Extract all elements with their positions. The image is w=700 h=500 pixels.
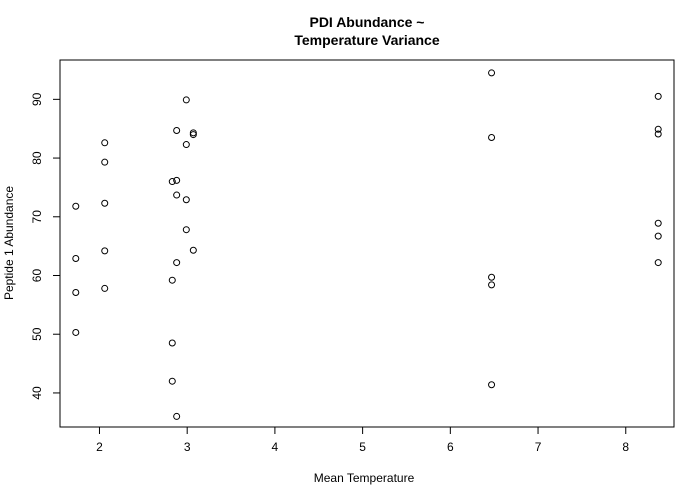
x-tick-label: 4 <box>272 440 279 454</box>
x-tick-label: 3 <box>184 440 191 454</box>
data-point <box>189 131 197 139</box>
data-point <box>72 202 80 210</box>
data-point <box>101 158 109 166</box>
chart-title-line-1: PDI Abundance ~ <box>309 14 424 30</box>
y-axis-label: Peptide 1 Abundance <box>2 186 16 300</box>
data-point <box>168 339 176 347</box>
data-point <box>101 139 109 147</box>
chart-title-line-2: Temperature Variance <box>294 32 439 48</box>
data-point <box>101 247 109 255</box>
data-point <box>654 125 662 133</box>
data-point <box>173 191 181 199</box>
x-axis-label: Mean Temperature <box>314 471 415 485</box>
data-point <box>488 273 496 281</box>
data-point <box>654 232 662 240</box>
data-points <box>72 69 662 420</box>
data-point <box>72 328 80 336</box>
data-point <box>654 219 662 227</box>
y-axis: 40 50 60 70 80 90 <box>30 92 61 400</box>
data-point <box>168 276 176 284</box>
data-point <box>72 289 80 297</box>
x-tick-label: 7 <box>535 440 542 454</box>
y-tick-label: 60 <box>30 269 44 283</box>
data-point <box>488 281 496 289</box>
data-point <box>182 196 190 204</box>
data-point <box>173 259 181 267</box>
y-tick-label: 50 <box>30 327 44 341</box>
data-point <box>72 254 80 262</box>
x-tick-label: 6 <box>447 440 454 454</box>
data-point <box>182 141 190 149</box>
x-axis: 2 3 4 5 6 7 8 <box>96 426 629 454</box>
data-point <box>189 246 197 254</box>
data-point <box>101 199 109 207</box>
plot-frame <box>59 59 675 428</box>
y-tick-label: 90 <box>30 92 44 106</box>
data-point <box>168 377 176 385</box>
data-point <box>488 69 496 77</box>
data-point <box>173 412 181 420</box>
y-tick-label: 70 <box>30 210 44 224</box>
data-point <box>182 96 190 104</box>
x-tick-label: 5 <box>359 440 366 454</box>
data-point <box>654 259 662 267</box>
data-point <box>168 178 176 186</box>
data-point <box>101 284 109 292</box>
data-point <box>173 126 181 134</box>
data-point <box>654 92 662 100</box>
x-tick-label: 2 <box>96 440 103 454</box>
data-point <box>488 381 496 389</box>
data-point <box>173 176 181 184</box>
x-tick-label: 8 <box>622 440 629 454</box>
data-point <box>182 226 190 234</box>
y-tick-label: 40 <box>30 386 44 400</box>
y-tick-label: 80 <box>30 151 44 165</box>
data-point <box>654 130 662 138</box>
data-point <box>488 134 496 142</box>
